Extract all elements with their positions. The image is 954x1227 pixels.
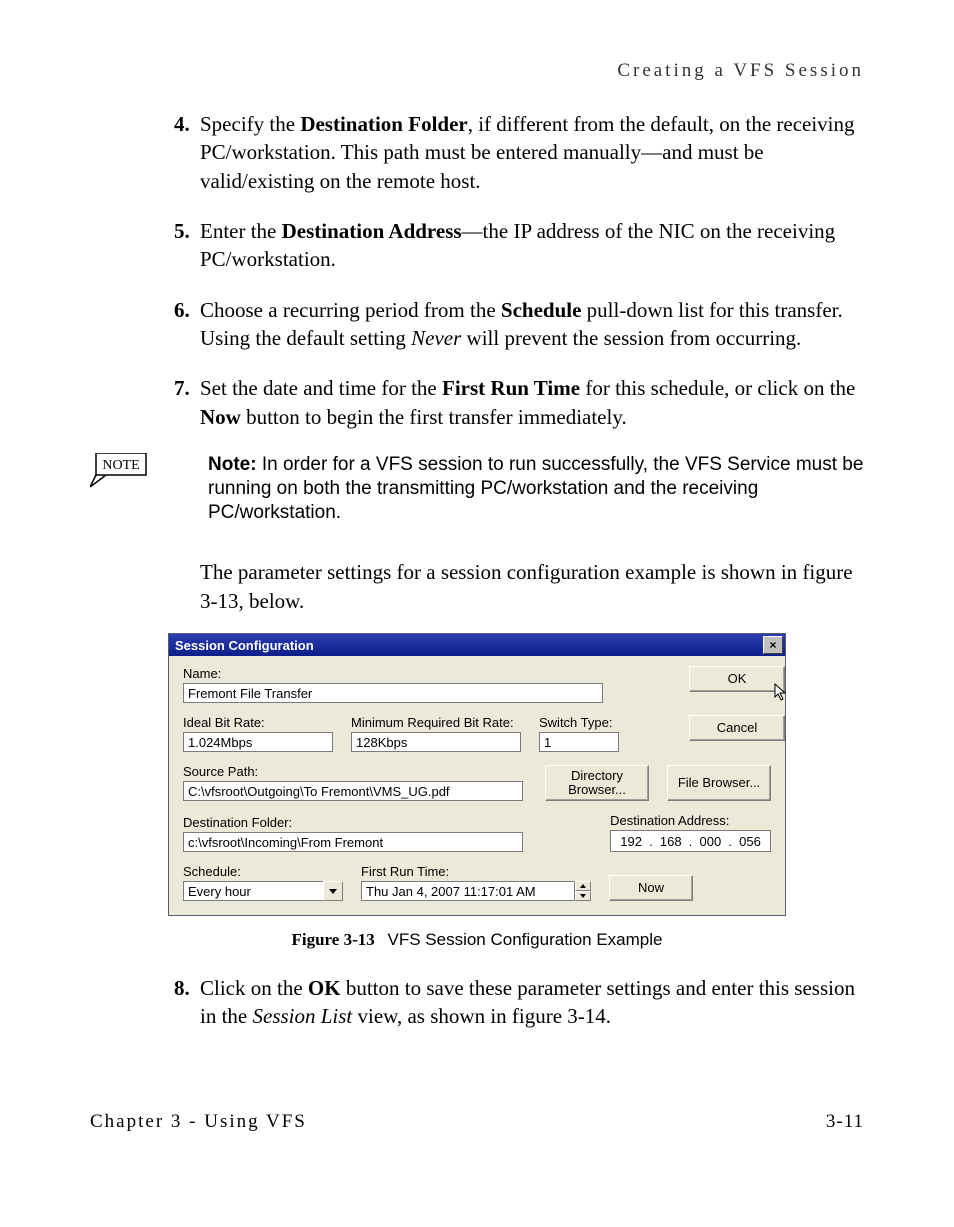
step-6-bold: Schedule: [501, 298, 582, 322]
note-text: Note: In order for a VFS session to run …: [208, 453, 864, 524]
ip-octet-3[interactable]: 000: [696, 834, 724, 849]
step-8: 8. Click on the OK button to save these …: [200, 974, 864, 1031]
step-8-bold: OK: [308, 976, 341, 1000]
ip-octet-4[interactable]: 056: [736, 834, 764, 849]
figure-caption-text: VFS Session Configuration Example: [388, 930, 663, 949]
step-4-bold: Destination Folder: [300, 112, 467, 136]
figure-label: Figure 3-13: [292, 930, 375, 949]
cancel-button[interactable]: Cancel: [689, 715, 785, 741]
schedule-label: Schedule:: [183, 864, 343, 879]
step-6-number: 6.: [174, 296, 190, 324]
source-path-label: Source Path:: [183, 764, 527, 779]
first-run-input[interactable]: Thu Jan 4, 2007 11:17:01 AM: [361, 881, 575, 901]
footer-chapter: Chapter 3 - Using VFS: [90, 1111, 307, 1133]
dest-folder-label: Destination Folder:: [183, 815, 592, 830]
step-6-italic: Never: [411, 326, 461, 350]
step-8-text-pre: Click on the: [200, 976, 308, 1000]
step-7-text-post: button to begin the first transfer immed…: [241, 405, 627, 429]
figure-caption: Figure 3-13 VFS Session Configuration Ex…: [90, 930, 864, 950]
intro-paragraph: The parameter settings for a session con…: [200, 558, 864, 615]
spinner-down-icon[interactable]: [575, 891, 591, 901]
note-flag-text: NOTE: [102, 458, 139, 473]
step-7-text-mid: for this schedule, or click on the: [580, 376, 855, 400]
time-spinner[interactable]: [575, 881, 591, 901]
cursor-icon: [774, 683, 790, 701]
step-7-text-pre: Set the date and time for the: [200, 376, 442, 400]
first-run-label: First Run Time:: [361, 864, 591, 879]
file-browser-button[interactable]: File Browser...: [667, 765, 771, 801]
close-icon[interactable]: ×: [763, 636, 783, 654]
step-6: 6. Choose a recurring period from the Sc…: [200, 296, 864, 353]
step-5-bold: Destination Address: [282, 219, 462, 243]
step-4: 4. Specify the Destination Folder, if di…: [200, 110, 864, 195]
dialog-titlebar: Session Configuration ×: [169, 634, 785, 656]
step-7-bold1: First Run Time: [442, 376, 580, 400]
step-7: 7. Set the date and time for the First R…: [200, 374, 864, 431]
step-6-text-post: will prevent the session from occurring.: [461, 326, 801, 350]
name-label: Name:: [183, 666, 671, 681]
step-5: 5. Enter the Destination Address—the IP …: [200, 217, 864, 274]
step-7-number: 7.: [174, 374, 190, 402]
ideal-bitrate-label: Ideal Bit Rate:: [183, 715, 333, 730]
schedule-combo[interactable]: Every hour: [183, 881, 343, 901]
dest-folder-input[interactable]: c:\vfsroot\Incoming\From Fremont: [183, 832, 523, 852]
ok-button[interactable]: OK: [689, 666, 785, 692]
step-8-number: 8.: [174, 974, 190, 1002]
switch-type-input[interactable]: 1: [539, 732, 619, 752]
directory-browser-button[interactable]: Directory Browser...: [545, 765, 649, 801]
step-5-number: 5.: [174, 217, 190, 245]
dialog-title: Session Configuration: [175, 638, 314, 653]
running-header: Creating a VFS Session: [90, 60, 864, 82]
note-flag-icon: NOTE: [90, 453, 148, 493]
step-4-number: 4.: [174, 110, 190, 138]
page-footer: Chapter 3 - Using VFS 3-11: [90, 1111, 864, 1133]
note-body: In order for a VFS session to run succes…: [208, 454, 863, 523]
step-7-bold2: Now: [200, 405, 241, 429]
step-6-text-pre: Choose a recurring period from the: [200, 298, 501, 322]
schedule-value: Every hour: [183, 881, 323, 901]
dest-address-label: Destination Address:: [610, 813, 771, 828]
note-block: NOTE Note: In order for a VFS session to…: [90, 453, 864, 524]
switch-type-label: Switch Type:: [539, 715, 619, 730]
ip-octet-2[interactable]: 168: [657, 834, 685, 849]
ip-octet-1[interactable]: 192: [617, 834, 645, 849]
min-bitrate-label: Minimum Required Bit Rate:: [351, 715, 521, 730]
spinner-up-icon[interactable]: [575, 881, 591, 891]
chevron-down-icon[interactable]: [323, 881, 343, 901]
session-config-dialog: Session Configuration × Name: Fremont Fi…: [168, 633, 786, 916]
dest-address-input[interactable]: 192. 168. 000. 056: [610, 830, 771, 852]
step-4-text-pre: Specify the: [200, 112, 300, 136]
ok-button-label: OK: [728, 672, 747, 686]
note-label: Note:: [208, 454, 257, 475]
step-8-text-post: view, as shown in figure 3-14.: [352, 1004, 611, 1028]
name-input[interactable]: Fremont File Transfer: [183, 683, 603, 703]
footer-page-number: 3-11: [826, 1111, 864, 1133]
now-button[interactable]: Now: [609, 875, 693, 901]
ideal-bitrate-input[interactable]: 1.024Mbps: [183, 732, 333, 752]
min-bitrate-input[interactable]: 128Kbps: [351, 732, 521, 752]
source-path-input[interactable]: C:\vfsroot\Outgoing\To Fremont\VMS_UG.pd…: [183, 781, 523, 801]
step-8-italic: Session List: [253, 1004, 353, 1028]
step-5-text-pre: Enter the: [200, 219, 282, 243]
